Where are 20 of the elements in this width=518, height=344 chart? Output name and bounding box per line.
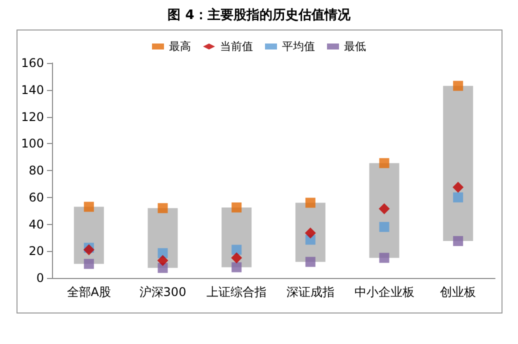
- x-tick-label: 创业板: [440, 285, 476, 299]
- y-tick-label: 160: [21, 56, 44, 70]
- y-tick-label: 120: [21, 110, 44, 124]
- y-tick-label: 100: [21, 136, 44, 151]
- x-tick-label: 全部A股: [66, 285, 112, 299]
- x-tick-label: 中小企业板: [354, 285, 414, 299]
- legend-label: 最低: [344, 40, 366, 53]
- x-tick-label: 沪深300: [139, 285, 186, 299]
- legend-label: 平均值: [282, 40, 315, 53]
- x-tick-label: 上证综合指: [206, 285, 267, 299]
- y-tick-label: 40: [28, 217, 44, 232]
- y-tick-label: 20: [28, 244, 44, 258]
- y-tick-label: 80: [28, 164, 44, 178]
- legend-label: 当前值: [220, 40, 253, 53]
- legend-label: 最高: [169, 40, 191, 53]
- chart-title: 图 4：主要股指的历史估值情况: [168, 7, 352, 23]
- y-tick-label: 60: [28, 190, 44, 204]
- x-tick-label: 深证成指: [286, 285, 334, 299]
- y-tick-label: 0: [36, 271, 44, 285]
- y-tick-label: 140: [21, 82, 44, 97]
